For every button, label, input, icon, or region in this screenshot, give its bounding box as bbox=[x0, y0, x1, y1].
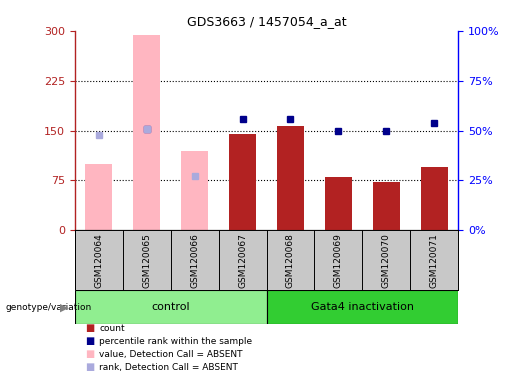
Text: value, Detection Call = ABSENT: value, Detection Call = ABSENT bbox=[99, 350, 243, 359]
Bar bbox=[277, 126, 304, 230]
Bar bbox=[421, 167, 448, 230]
Text: GSM120068: GSM120068 bbox=[286, 233, 295, 288]
Bar bbox=[267, 290, 458, 324]
Text: percentile rank within the sample: percentile rank within the sample bbox=[99, 337, 252, 346]
Bar bbox=[133, 35, 160, 230]
Text: GSM120069: GSM120069 bbox=[334, 233, 343, 288]
Text: GSM120071: GSM120071 bbox=[430, 233, 439, 288]
Text: count: count bbox=[99, 324, 125, 333]
Text: ▶: ▶ bbox=[60, 302, 68, 312]
Text: rank, Detection Call = ABSENT: rank, Detection Call = ABSENT bbox=[99, 363, 238, 372]
Bar bbox=[75, 290, 267, 324]
Text: control: control bbox=[151, 302, 190, 312]
Bar bbox=[181, 151, 208, 230]
Title: GDS3663 / 1457054_a_at: GDS3663 / 1457054_a_at bbox=[187, 15, 346, 28]
Text: GSM120067: GSM120067 bbox=[238, 233, 247, 288]
Text: Gata4 inactivation: Gata4 inactivation bbox=[311, 302, 414, 312]
Bar bbox=[325, 177, 352, 230]
Text: GSM120070: GSM120070 bbox=[382, 233, 391, 288]
Text: ■: ■ bbox=[85, 362, 94, 372]
Bar bbox=[85, 164, 112, 230]
Text: genotype/variation: genotype/variation bbox=[5, 303, 91, 312]
Bar bbox=[229, 134, 256, 230]
Text: GSM120066: GSM120066 bbox=[190, 233, 199, 288]
Text: GSM120064: GSM120064 bbox=[94, 233, 103, 288]
Bar bbox=[373, 182, 400, 230]
Text: ■: ■ bbox=[85, 336, 94, 346]
Text: GSM120065: GSM120065 bbox=[142, 233, 151, 288]
Text: ■: ■ bbox=[85, 323, 94, 333]
Text: ■: ■ bbox=[85, 349, 94, 359]
